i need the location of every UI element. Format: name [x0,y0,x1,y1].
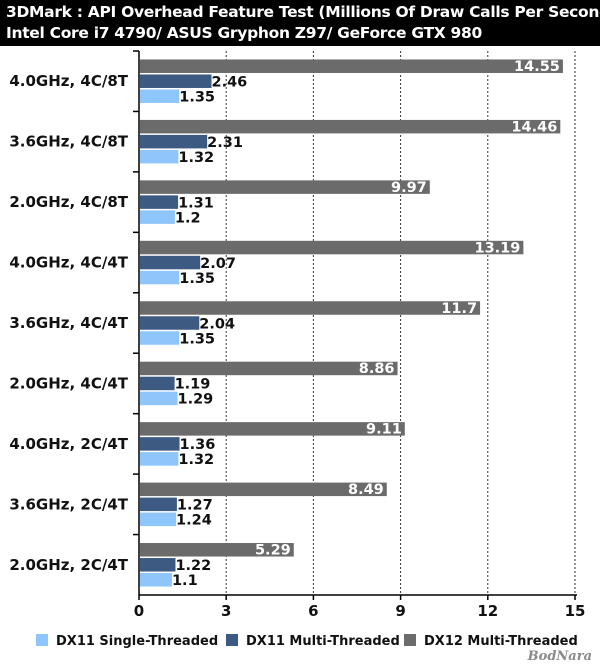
data-label-dx12-multi: 13.19 [475,240,521,256]
bar-dx12-multi [140,180,430,194]
bar-dx11-single [140,573,172,587]
data-label-dx12-multi: 11.7 [441,301,477,317]
data-label-dx12-multi: 14.46 [511,119,557,135]
legend-swatch-dx12-multi [404,634,416,646]
bar-dx12-multi [140,240,524,255]
category-label: 3.6GHz, 4C/4T [9,314,128,332]
category-label: 3.6GHz, 4C/8T [9,133,128,151]
data-label-dx11-single: 1.29 [177,392,213,408]
bar-dx11-single [140,391,178,406]
data-label-dx11-multi: 2.04 [199,316,235,332]
data-label-dx12-multi: 8.49 [348,482,384,498]
legend-swatch-dx11-multi [226,634,238,646]
data-label-dx12-multi: 5.29 [255,543,291,559]
data-label-dx12-multi: 14.55 [514,59,560,75]
bar-chart: 0 3 6 9 12 154.0GHz, 4C/8T14.552.461.353.6GHz… [9,50,586,620]
x-tick-label-9: 9 [395,602,405,620]
data-label-dx11-single: 1.1 [172,573,198,589]
watermark-logo: BodNara [527,649,592,664]
x-tick-label-12: 12 [477,602,498,620]
category-label: 2.0GHz, 4C/8T [9,193,128,211]
data-label-dx11-multi: 2.07 [200,256,236,272]
category-label: 3.6GHz, 2C/4T [9,495,128,513]
data-label-dx11-single: 1.35 [179,89,215,105]
bar-dx11-multi [140,74,212,88]
x-tick-label-3: 3 [221,602,231,620]
legend-swatch-dx11-single [36,634,48,646]
legend-item-dx11-single: DX11 Single-Threaded [36,634,218,649]
data-label-dx11-single: 1.35 [179,331,215,347]
data-label-dx11-single: 1.35 [179,271,215,287]
data-label-dx11-multi: 1.36 [180,437,216,453]
x-tick-label-6: 6 [308,602,318,620]
bar-dx11-multi [140,558,176,572]
bar-dx12-multi [140,361,398,376]
data-label-dx11-multi: 1.27 [177,498,213,514]
bar-dx12-multi [140,59,563,73]
bar-dx11-multi [140,437,180,451]
data-label-dx11-multi: 1.22 [175,558,211,574]
bar-dx12-multi [140,543,294,557]
bar-dx11-single [140,512,177,527]
bar-dx11-single [140,331,180,345]
bar-dx12-multi [140,119,561,134]
bar-dx11-single [140,89,180,103]
chart-legend: DX11 Single-Threaded DX11 Multi-Threaded… [0,630,600,656]
bar-dx11-multi [140,134,208,149]
bar-dx11-multi [140,255,201,270]
bar-dx12-multi [140,301,481,315]
legend-item-dx12-multi: DX12 Multi-Threaded [404,634,578,649]
category-label: 4.0GHz, 4C/8T [9,72,128,90]
bar-dx12-multi [140,482,387,497]
bar-dx12-multi [140,422,405,436]
bar-dx11-multi [140,497,177,512]
bar-dx11-multi [140,195,179,209]
data-label-dx11-multi: 2.46 [212,74,248,90]
bar-dx11-multi [140,316,200,330]
legend-label-dx11-multi: DX11 Multi-Threaded [246,634,400,649]
chart-header: 3DMark : API Overhead Feature Test (Mill… [0,0,600,46]
legend-item-dx11-multi: DX11 Multi-Threaded [226,634,400,649]
category-label: 2.0GHz, 4C/4T [9,374,128,392]
bar-dx11-single [140,452,179,466]
data-label-dx12-multi: 9.97 [391,180,427,196]
data-label-dx11-single: 1.32 [178,150,214,166]
bar-dx11-multi [140,376,175,391]
bar-dx11-single [140,149,179,164]
data-label-dx12-multi: 8.86 [359,361,395,377]
category-label: 2.0GHz, 2C/4T [9,556,128,574]
data-label-dx12-multi: 9.11 [366,422,402,438]
data-label-dx11-single: 1.32 [178,452,214,468]
x-tick-label-0: 0 [134,602,144,620]
bar-dx11-single [140,270,180,285]
category-label: 4.0GHz, 4C/4T [9,254,128,272]
legend-label-dx12-multi: DX12 Multi-Threaded [424,634,578,649]
bar-dx11-single [140,210,175,224]
data-label-dx11-multi: 1.31 [178,195,214,211]
category-label: 4.0GHz, 2C/4T [9,435,128,453]
x-tick-label-15: 15 [565,602,586,620]
data-label-dx11-single: 1.2 [175,210,201,226]
legend-label-dx11-single: DX11 Single-Threaded [56,634,219,649]
data-label-dx11-multi: 2.31 [207,135,243,151]
data-label-dx11-multi: 1.19 [175,377,211,393]
data-label-dx11-single: 1.24 [176,513,212,529]
chart-title: 3DMark : API Overhead Feature Test (Mill… [6,3,600,21]
chart-subtitle: Intel Core i7 4790/ ASUS Gryphon Z97/ Ge… [6,24,482,42]
